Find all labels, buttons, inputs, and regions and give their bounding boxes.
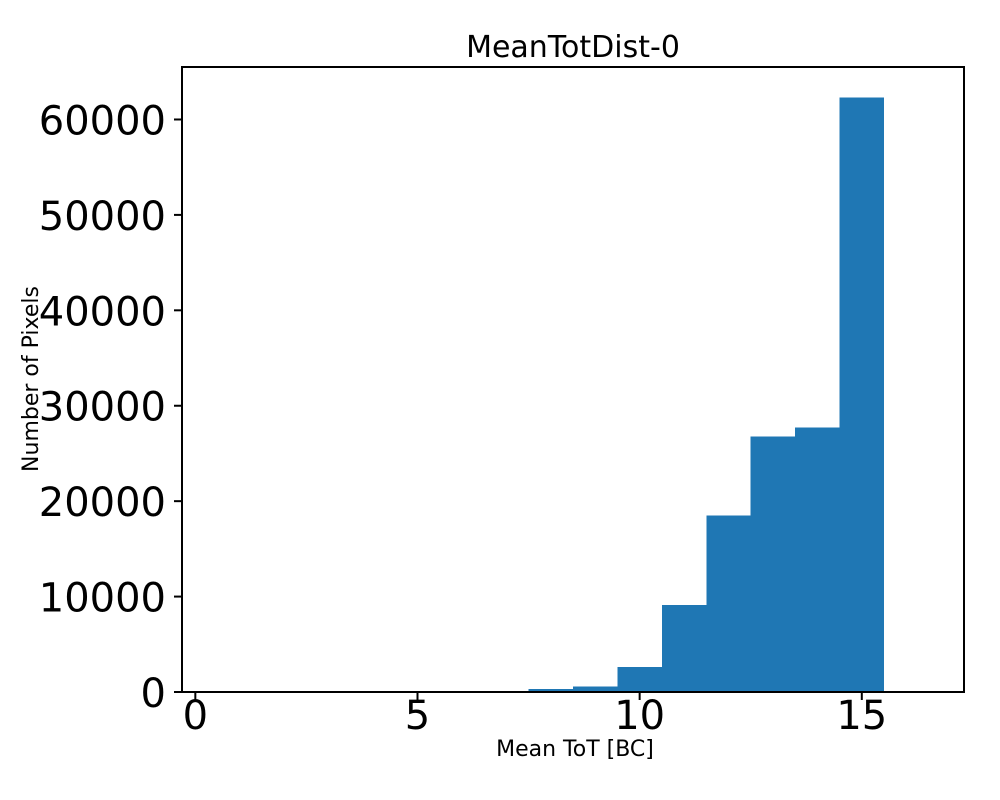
histogram-bar [750, 436, 796, 692]
histogram-bar [528, 689, 573, 692]
axes [174, 66, 965, 700]
y-tick-label: 0 [141, 671, 166, 717]
y-tick-label: 50000 [39, 194, 166, 240]
y-tick-label: 30000 [39, 385, 166, 431]
histogram-bar [839, 97, 885, 692]
y-tick-label: 60000 [39, 98, 166, 144]
histogram-bars [528, 97, 885, 692]
x-axis-label: Mean ToT [BC] [496, 737, 654, 762]
y-tick-label: 20000 [39, 480, 166, 526]
y-tick-label: 10000 [39, 576, 166, 622]
plot-spines [181, 66, 965, 693]
x-tick-label: 5 [405, 693, 430, 739]
x-tick-label: 0 [183, 693, 208, 739]
y-axis-label: Number of Pixels [19, 286, 44, 472]
tick-labels: 0 5 10 15 0 10000 20000 30000 40000 50000 60000 [39, 98, 888, 739]
y-tick-label: 40000 [39, 289, 166, 335]
histogram-bar [706, 515, 751, 692]
chart-title: MeanTotDist-0 [466, 30, 680, 65]
histogram-bar [795, 427, 840, 692]
x-tick-label: 15 [836, 693, 887, 739]
histogram-bar [661, 605, 707, 692]
histogram-bar [573, 686, 618, 692]
histogram-bar [617, 667, 662, 692]
x-tick-label: 10 [614, 693, 665, 739]
